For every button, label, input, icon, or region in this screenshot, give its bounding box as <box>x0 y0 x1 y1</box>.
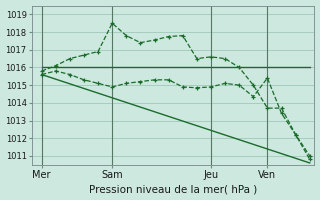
X-axis label: Pression niveau de la mer( hPa ): Pression niveau de la mer( hPa ) <box>89 184 258 194</box>
